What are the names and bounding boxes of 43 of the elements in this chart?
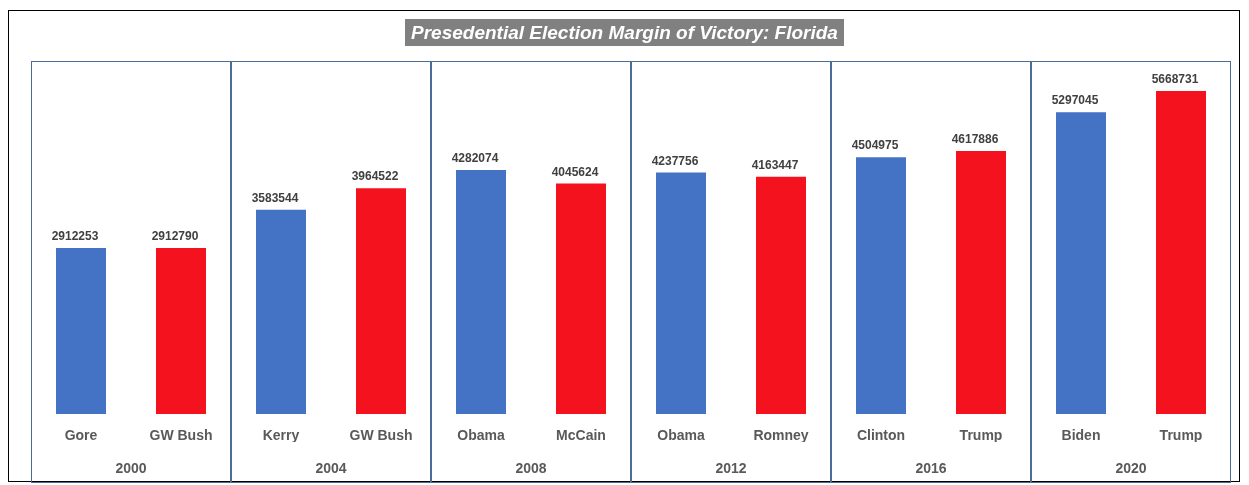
- text: 2020: [1114, 460, 1148, 476]
- x-tick-label: Trump: [959, 426, 1003, 443]
- data-label: 4237756: [651, 153, 699, 168]
- text: 2000: [114, 460, 148, 476]
- bar: [56, 248, 106, 414]
- x-tick-label: Kerry: [262, 426, 300, 443]
- data-label: 4282074: [451, 151, 499, 166]
- data-label: 4504975: [851, 138, 899, 153]
- bar: [656, 172, 706, 414]
- data-label: 4045624: [551, 164, 599, 179]
- x-tick-label: McCain: [556, 426, 606, 443]
- bar: [556, 183, 606, 414]
- bar: [756, 176, 806, 414]
- text: 2004: [314, 460, 348, 476]
- chart-title: Presedential Election Margin of Victory: Florida: [405, 19, 844, 46]
- text: 2008: [514, 460, 548, 476]
- bar: [1156, 91, 1206, 414]
- data-label: 3583544: [251, 190, 299, 205]
- text: 2016: [914, 460, 948, 476]
- x-tick-label: Biden: [1061, 426, 1101, 443]
- bar: [1056, 112, 1106, 414]
- x-tick-label: Obama: [457, 426, 505, 443]
- data-label: 5668731: [1151, 72, 1199, 87]
- bar: [856, 157, 906, 414]
- x-tick-label: Romney: [753, 426, 809, 443]
- bar: [956, 150, 1006, 414]
- data-label: 3964522: [351, 169, 399, 184]
- x-tick-label: GW Bush: [349, 426, 413, 443]
- x-tick-label: GW Bush: [149, 426, 213, 443]
- bar: [256, 209, 306, 414]
- x-tick-label: Gore: [64, 426, 98, 443]
- bar: [156, 248, 206, 414]
- x-tick-label: Obama: [657, 426, 705, 443]
- text: 2012: [714, 460, 748, 476]
- bar: [356, 188, 406, 414]
- x-tick-label: Clinton: [856, 426, 906, 443]
- data-label: 5297045: [1051, 93, 1099, 108]
- data-label: 4617886: [951, 131, 999, 146]
- bar: [456, 170, 506, 414]
- data-label: 2912790: [151, 229, 199, 244]
- data-label: 2912253: [51, 229, 99, 244]
- data-label: 4163447: [751, 157, 799, 172]
- x-tick-label: Trump: [1159, 426, 1203, 443]
